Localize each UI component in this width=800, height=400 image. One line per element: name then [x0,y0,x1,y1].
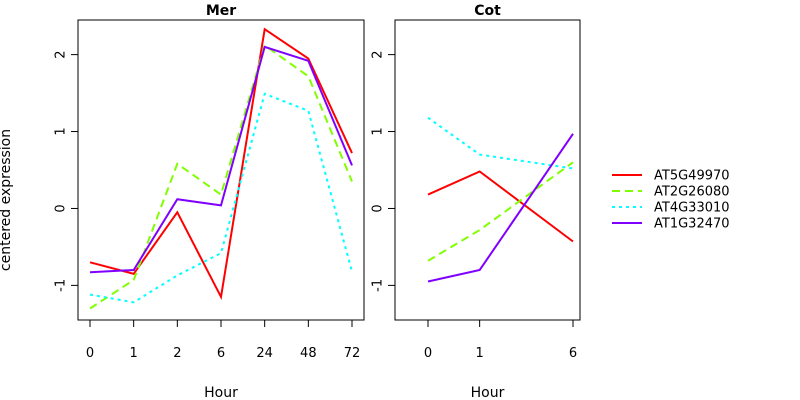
series-line-at1g32470 [89,45,353,274]
legend-label: AT4G33010 [654,201,730,216]
x-tick-label: 1 [476,346,484,361]
x-tick-label: 0 [86,346,94,361]
x-tick-label: 24 [256,346,273,361]
y-tick-label: -1 [371,279,386,292]
legend-label: AT2G26080 [654,185,730,200]
x-axis-label: Hour [471,385,505,400]
y-tick-label: 0 [371,204,386,212]
x-tick-label: 0 [424,346,432,361]
x-tick-label: 1 [130,346,138,361]
y-axis-label: centered expression [0,129,14,271]
legend-item: AT1G32470 [612,217,730,232]
legend-item: AT4G33010 [612,201,730,216]
y-tick-label: 2 [371,50,386,58]
legend-label: AT5G49970 [654,169,730,184]
x-tick-label: 6 [569,346,577,361]
panel-mer: Mer -1 0 1 2 0 1 2 6 24 48 72 Hour [54,3,365,400]
series-line-at5g49970 [427,170,574,243]
x-axis-label: Hour [204,385,238,400]
series-line-at5g49970 [89,27,353,301]
y-tick-label: -1 [54,279,69,292]
y-tick-label: 0 [54,204,69,212]
y-tick-label: 1 [54,127,69,135]
legend-label: AT1G32470 [654,217,730,232]
series-line-at2g26080 [427,161,574,262]
panel-title: Mer [206,3,236,19]
plot-frame [77,19,365,321]
series-line-at4g33010 [89,92,353,304]
x-tick-label: 72 [344,346,361,361]
series-line-at2g26080 [89,43,353,310]
panel-cot: Cot -1 0 1 2 0 1 6 Hour [371,3,581,400]
legend-item: AT2G26080 [612,185,730,200]
x-tick-label: 48 [300,346,317,361]
chart-panels: Mer -1 0 1 2 0 1 2 6 24 48 72 Hour Cot -1 0 1 2 0 1 6 Hour [54,3,581,400]
legend-item: AT5G49970 [612,169,730,184]
series-line-at4g33010 [427,116,574,170]
series-line-at1g32470 [427,133,574,283]
y-tick-label: 1 [371,127,386,135]
panel-title: Cot [474,3,501,19]
y-tick-label: 2 [54,50,69,58]
x-tick-label: 2 [173,346,181,361]
plot-frame [394,19,581,321]
x-tick-label: 6 [217,346,225,361]
